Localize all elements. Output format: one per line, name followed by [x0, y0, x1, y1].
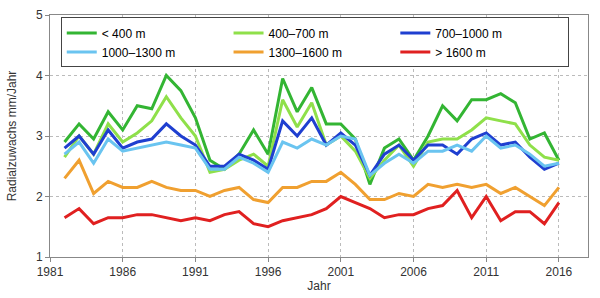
svg-text:> 1600 m: > 1600 m: [435, 46, 485, 60]
svg-text:2001: 2001: [327, 265, 354, 279]
svg-text:1986: 1986: [109, 265, 136, 279]
svg-text:2011: 2011: [473, 265, 499, 279]
svg-text:Radialzuwachs mm/Jahr: Radialzuwachs mm/Jahr: [5, 71, 19, 202]
svg-text:2006: 2006: [400, 265, 427, 279]
svg-text:400–700 m: 400–700 m: [269, 27, 329, 41]
svg-text:2016: 2016: [546, 265, 573, 279]
svg-text:1991: 1991: [182, 265, 209, 279]
svg-text:1300–1600 m: 1300–1600 m: [269, 46, 342, 60]
svg-text:1: 1: [36, 250, 43, 264]
svg-text:Jahr: Jahr: [307, 279, 330, 293]
svg-text:1996: 1996: [255, 265, 282, 279]
svg-text:< 400 m: < 400 m: [102, 27, 146, 41]
svg-text:2: 2: [36, 190, 43, 204]
svg-text:3: 3: [36, 129, 43, 143]
svg-text:5: 5: [36, 8, 43, 22]
svg-text:1981: 1981: [37, 265, 64, 279]
svg-text:1000–1300 m: 1000–1300 m: [102, 46, 175, 60]
svg-text:700–1000 m: 700–1000 m: [435, 27, 502, 41]
svg-text:4: 4: [36, 69, 43, 83]
